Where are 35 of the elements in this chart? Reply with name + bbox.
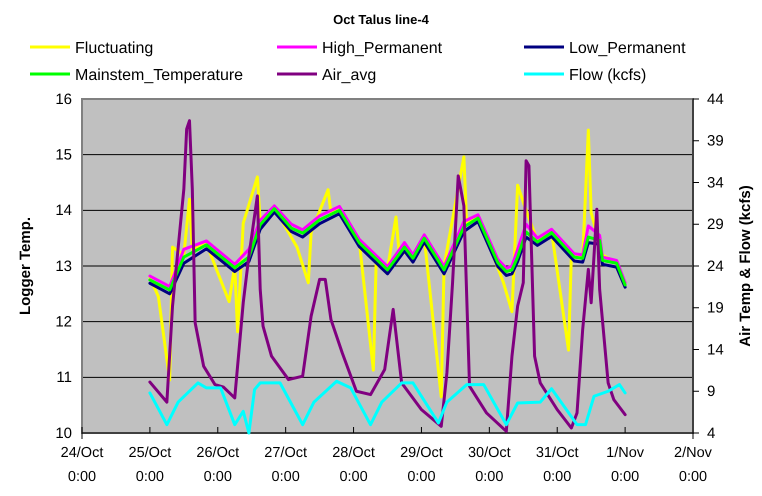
- chart-title: Oct Talus line-4: [333, 12, 430, 27]
- x-tick-label: 2/Nov 0:00: [674, 445, 713, 485]
- y2-tick-label: 39: [707, 132, 724, 150]
- y-tick-label: 15: [55, 146, 72, 164]
- y-tick-label: 12: [55, 313, 72, 330]
- y2-tick-label: 14: [707, 341, 724, 358]
- y2-tick-label: 19: [707, 300, 724, 317]
- legend-label: Flow (kcfs): [569, 67, 646, 84]
- y2-tick-label: 9: [707, 383, 716, 400]
- y2-tick-label: 29: [707, 216, 724, 234]
- y2-tick-label: 34: [707, 174, 724, 192]
- y2-tick-label: 24: [707, 258, 724, 275]
- x-tick-label: 31/Oct 0:00: [536, 445, 579, 485]
- y-tick-label: 14: [55, 202, 72, 220]
- x-tick-label: 24/Oct 0:00: [60, 445, 104, 485]
- y-axis-title: Logger Temp.: [17, 216, 34, 316]
- x-tick-label: 26/Oct 0:00: [196, 445, 240, 485]
- legend-label: High_Permanent: [322, 40, 443, 57]
- x-tick-label: 25/Oct 0:00: [128, 445, 172, 485]
- x-tick-label: 30/Oct 0:00: [468, 445, 511, 485]
- x-tick-label: 29/Oct 0:00: [400, 445, 443, 485]
- y2-axis-title: Air Temp & Flow (kcfs): [737, 185, 754, 347]
- legend-label: Air_avg: [322, 67, 376, 84]
- legend-label: Low_Permanent: [569, 40, 686, 57]
- y-tick-label: 10: [55, 424, 72, 442]
- legend-label: Mainstem_Temperature: [75, 67, 244, 84]
- x-tick-label: 27/Oct 0:00: [264, 445, 308, 485]
- legend-label: Fluctuating: [75, 40, 154, 57]
- x-tick-label: 28/Oct 0:00: [332, 445, 375, 485]
- y-tick-label: 16: [55, 90, 72, 108]
- y-tick-label: 13: [55, 258, 72, 275]
- x-tick-label: 1/Nov 0:00: [606, 445, 645, 485]
- y2-tick-label: 4: [707, 424, 716, 442]
- y-tick-label: 11: [56, 369, 72, 386]
- y2-tick-label: 44: [707, 90, 724, 108]
